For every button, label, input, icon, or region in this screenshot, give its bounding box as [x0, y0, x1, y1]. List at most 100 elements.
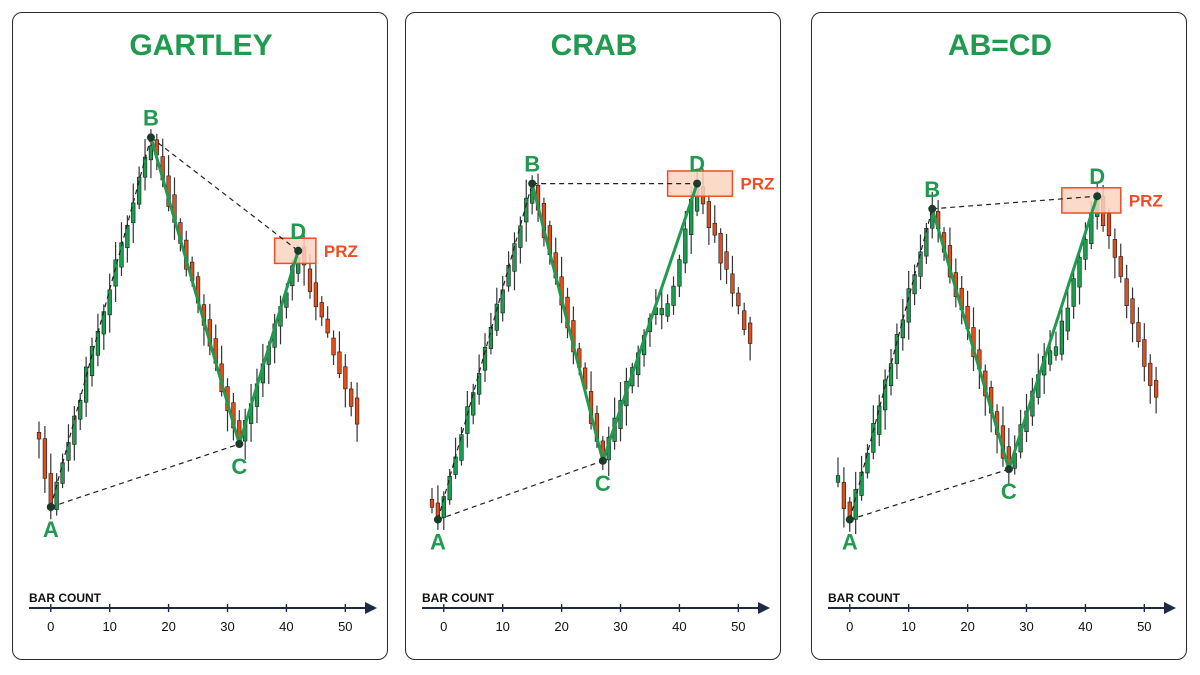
x-tick-label: 10: [102, 619, 116, 634]
x-axis-label: BAR COUNT: [828, 591, 901, 605]
bullish-candle: [459, 434, 464, 461]
bullish-candle: [512, 243, 517, 272]
x-tick-label: 20: [554, 619, 568, 634]
leg-cd: [1007, 195, 1099, 470]
bullish-candle: [107, 289, 112, 316]
x-axis-arrow: [758, 602, 770, 614]
chart-title: GARTLEY: [129, 29, 272, 62]
bearish-candle: [325, 318, 330, 334]
bullish-candle: [1083, 238, 1088, 260]
x-tick-label: 10: [495, 619, 509, 634]
dashed-line-bd: [150, 136, 299, 252]
prz-label: PRZ: [324, 242, 358, 261]
bearish-candle: [1153, 380, 1159, 398]
bullish-candle: [142, 156, 148, 178]
bearish-candle: [313, 282, 318, 308]
candles: [36, 129, 360, 520]
bullish-candle: [482, 347, 488, 371]
x-tick-label: 40: [1078, 619, 1092, 634]
leg-cd: [601, 183, 699, 462]
bullish-candle: [137, 176, 142, 205]
bearish-candle: [435, 502, 441, 517]
x-axis-arrow: [365, 602, 377, 614]
bullish-candle: [671, 285, 676, 306]
point-label-b: B: [924, 177, 940, 202]
x-tick-label: 10: [901, 619, 915, 634]
bearish-candle: [736, 292, 741, 307]
bearish-candle: [319, 302, 324, 318]
point-d: [693, 179, 702, 188]
bullish-candle: [677, 259, 682, 287]
bullish-candle: [148, 145, 154, 161]
dashed-line-ab: [50, 137, 152, 508]
bearish-candle: [724, 251, 729, 270]
bearish-candle: [1142, 339, 1147, 367]
bullish-candle: [853, 489, 858, 520]
bullish-candle: [659, 308, 664, 316]
bearish-candle: [730, 273, 735, 294]
bullish-candle: [95, 330, 101, 356]
bullish-candle: [1077, 256, 1082, 288]
point-label-c: C: [231, 454, 247, 479]
point-label-a: A: [842, 530, 858, 555]
bearish-candle: [349, 388, 354, 407]
bullish-candle: [1053, 346, 1059, 356]
bullish-candle: [894, 334, 900, 364]
bearish-candle: [429, 499, 435, 508]
bullish-candle: [900, 319, 905, 339]
bullish-candle: [518, 225, 523, 248]
bullish-candle: [1065, 307, 1070, 332]
x-tick-label: 40: [672, 619, 686, 634]
bullish-candle: [131, 202, 136, 224]
dashed-line-ac: [50, 443, 240, 508]
bearish-candle: [718, 232, 723, 264]
point-c: [1004, 465, 1013, 474]
bearish-candle: [1112, 239, 1117, 258]
x-tick-label: 50: [731, 619, 745, 634]
point-b: [928, 204, 937, 213]
bullish-candle: [835, 475, 841, 483]
x-axis-arrow: [1164, 602, 1176, 614]
bearish-candle: [331, 337, 336, 356]
bearish-candle: [742, 310, 747, 330]
bullish-candle: [888, 363, 894, 387]
dashed-line-ac: [437, 460, 604, 521]
bullish-candle: [119, 242, 124, 268]
prz-label: PRZ: [1129, 191, 1163, 210]
bullish-candle: [1047, 350, 1053, 365]
point-a: [46, 503, 55, 511]
point-b: [146, 133, 155, 142]
bullish-candle: [665, 303, 670, 317]
point-label-a: A: [430, 530, 446, 555]
x-tick-label: 30: [613, 619, 627, 634]
bullish-candle: [865, 452, 870, 474]
bullish-candle: [488, 326, 494, 349]
point-d: [1093, 192, 1102, 201]
bearish-candle: [706, 201, 711, 229]
dashed-line-bd: [932, 195, 1098, 210]
bearish-candle: [747, 322, 753, 344]
bullish-candle: [453, 456, 458, 475]
gartley-chart: GARTLEY PRZ A B C D BAR COUNT 0 10 20 30 40 50: [29, 29, 377, 634]
x-tick-label: 0: [440, 619, 447, 634]
x-tick-label: 50: [338, 619, 352, 634]
dashed-line-ab: [437, 183, 533, 520]
bullish-candle: [113, 259, 118, 287]
leg-bc: [530, 183, 605, 462]
point-c: [598, 456, 607, 465]
bullish-candle: [477, 373, 482, 395]
bullish-candle: [918, 251, 923, 277]
point-a: [433, 515, 442, 524]
bullish-candle: [471, 392, 476, 416]
point-label-d: D: [689, 152, 705, 177]
bullish-candle: [906, 288, 911, 323]
point-label-d: D: [290, 219, 306, 244]
point-label-b: B: [143, 105, 159, 130]
point-label-c: C: [595, 471, 611, 496]
x-tick-label: 20: [960, 619, 974, 634]
point-label-b: B: [524, 152, 540, 177]
point-a: [845, 515, 854, 524]
x-tick-label: 0: [47, 619, 54, 634]
bearish-candle: [307, 268, 313, 292]
bullish-candle: [683, 228, 688, 264]
